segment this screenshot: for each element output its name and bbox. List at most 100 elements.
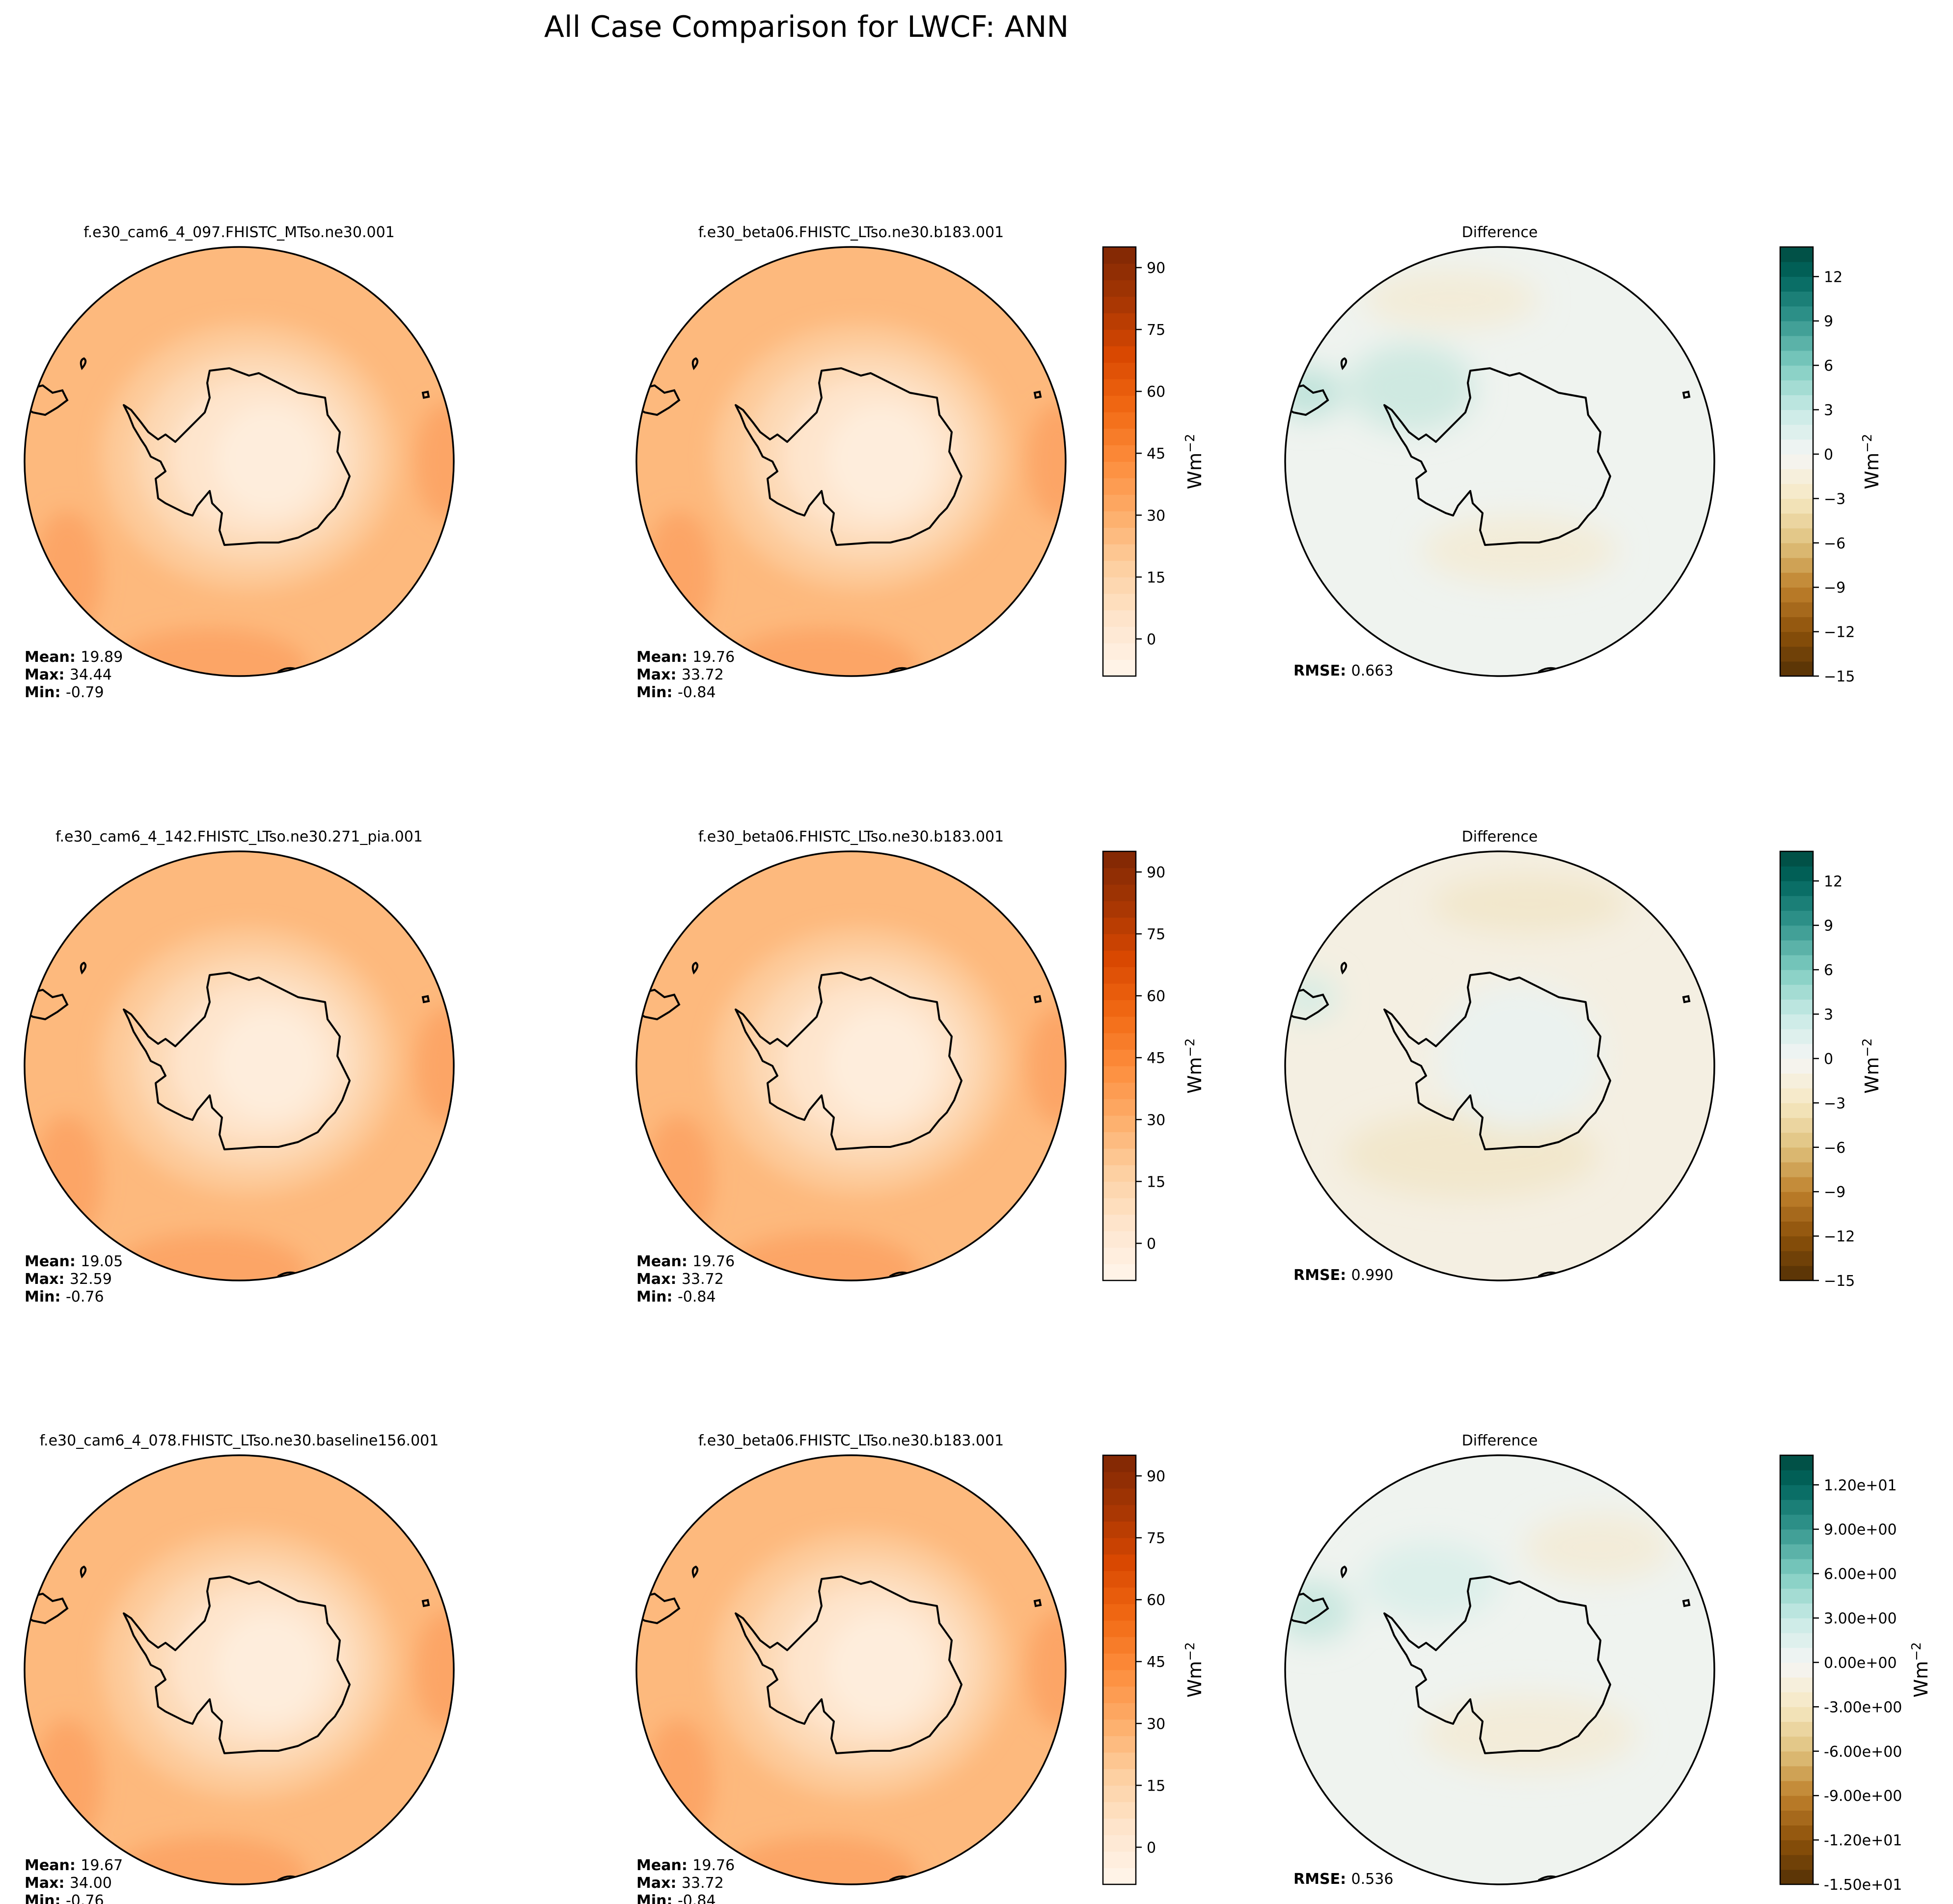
stat-label: Max xyxy=(25,666,58,683)
colorbar-segment xyxy=(1780,262,1813,277)
stat-colon: : xyxy=(682,1857,692,1874)
colorbar-segment xyxy=(1780,424,1813,440)
colorbar-tick-label: 45 xyxy=(1147,445,1165,462)
colorbar-segment xyxy=(1780,409,1813,425)
map-field xyxy=(636,247,1066,676)
colorbar-segment xyxy=(1103,313,1136,330)
stat-label: RMSE xyxy=(1293,662,1340,680)
colorbar-segment xyxy=(1103,1115,1136,1133)
colorbar-frame xyxy=(1779,246,1814,677)
colorbar-tick-label: 75 xyxy=(1147,322,1165,339)
colorbar-segment xyxy=(1780,276,1813,292)
contour-patch xyxy=(1343,1110,1598,1198)
colorbar-segment xyxy=(1780,1117,1813,1133)
colorbar-segment xyxy=(1780,587,1813,602)
island-outline xyxy=(277,1271,299,1280)
contour-patch xyxy=(33,1719,102,1847)
stat-colon: : xyxy=(667,1288,678,1306)
colorbar-segment xyxy=(1780,866,1813,881)
colorbar-segment xyxy=(1103,1033,1136,1050)
colorbar-segment xyxy=(1103,1504,1136,1522)
colorbar-segment xyxy=(1103,1719,1136,1737)
panel-title: f.e30_beta06.FHISTC_LTso.ne30.b183.001 xyxy=(698,1432,1004,1449)
island-outline xyxy=(889,1875,911,1884)
colorbar-tick-label: −9 xyxy=(1824,1184,1845,1201)
colorbar-segment xyxy=(1780,395,1813,410)
colorbar-segment xyxy=(1780,306,1813,322)
colorbar-difference-1: 12 9 6 3 0 −3 −6 −9 −12 −15 Wm−2 xyxy=(1779,246,1883,685)
colorbar-segment xyxy=(1780,1192,1813,1207)
stat-max: Max: 33.72 xyxy=(636,666,724,683)
colorbar-tick-label: 0 xyxy=(1824,446,1833,463)
contour-patch xyxy=(1431,874,1627,933)
colorbar-baseline-2: 0 15 30 45 60 75 90 Wm−2 xyxy=(1102,850,1206,1281)
colorbar-segment xyxy=(1780,1647,1813,1663)
colorbar-segment xyxy=(1780,1514,1813,1530)
colorbar-segment xyxy=(1103,610,1136,627)
colorbar-segment xyxy=(1780,910,1813,926)
map-boundary xyxy=(24,850,455,1281)
stat-label: Min xyxy=(25,1288,55,1306)
contour-patch xyxy=(33,1115,102,1243)
colorbar-segment xyxy=(1103,967,1136,984)
colorbar-label-exponent: −2 xyxy=(1860,1038,1875,1057)
colorbar-segment xyxy=(1780,557,1813,573)
colorbar-label-exponent: −2 xyxy=(1909,1642,1924,1661)
stat-mean: Mean: 19.89 xyxy=(25,649,123,666)
stat-value: 33.72 xyxy=(682,1875,724,1892)
stat-colon: : xyxy=(70,1857,81,1874)
colorbar-tick-label: 3 xyxy=(1824,402,1833,419)
panel-title: f.e30_cam6_4_142.FHISTC_LTso.ne30.271_pi… xyxy=(55,828,423,845)
colorbar-segment xyxy=(1103,934,1136,951)
colorbar-segment xyxy=(1103,1835,1136,1852)
colorbar-label: Wm−2 xyxy=(1860,1038,1883,1094)
colorbar-label-unit: Wm xyxy=(1861,453,1883,490)
colorbar-segment xyxy=(1780,1662,1813,1678)
stat-value: 19.76 xyxy=(692,1253,735,1270)
colorbar-label: Wm−2 xyxy=(1909,1642,1932,1698)
colorbar-tick-label: 90 xyxy=(1147,1468,1165,1485)
contour-patch xyxy=(416,403,454,520)
colorbar-label-unit: Wm xyxy=(1184,453,1206,490)
map-field xyxy=(25,851,454,1280)
colorbar-segment xyxy=(1780,881,1813,897)
colorbar-tick-label: −3 xyxy=(1824,1095,1845,1112)
colorbar-segment xyxy=(1780,999,1813,1015)
colorbar-segment xyxy=(1103,1768,1136,1786)
colorbar-segment xyxy=(1103,1554,1136,1571)
colorbar-segment xyxy=(1780,896,1813,911)
stat-label: Min xyxy=(636,1892,667,1904)
contour-patch xyxy=(215,1613,323,1721)
contour-patch xyxy=(416,1611,454,1729)
stat-min: Min: -0.79 xyxy=(25,684,104,701)
colorbar-label-unit: Wm xyxy=(1184,1057,1206,1094)
island-outline xyxy=(1033,995,1042,1004)
stat-colon: : xyxy=(682,1253,692,1270)
colorbar-segment xyxy=(1780,631,1813,647)
colorbar-segment xyxy=(1780,1221,1813,1237)
colorbar-segment xyxy=(1780,1707,1813,1722)
contour-patch xyxy=(723,1837,920,1884)
colorbar-tick-label: 0.00e+00 xyxy=(1824,1655,1897,1672)
colorbar-segment xyxy=(1780,1558,1813,1574)
contour-patch xyxy=(826,1009,935,1117)
colorbar-tick-label: 45 xyxy=(1147,1050,1165,1067)
colorbar-segment xyxy=(1780,1854,1813,1870)
colorbar-segment xyxy=(1780,350,1813,366)
colorbar-segment xyxy=(1780,617,1813,632)
contour-patch xyxy=(1028,1611,1066,1729)
colorbar-tick-label: 60 xyxy=(1147,988,1165,1005)
stat-value: 0.990 xyxy=(1351,1267,1394,1284)
panel-test-case-3: f.e30_cam6_4_078.FHISTC_LTso.ne30.baseli… xyxy=(24,1432,455,1904)
colorbar-segment xyxy=(1103,1471,1136,1489)
colorbar-segment xyxy=(1103,511,1136,528)
colorbar-frame xyxy=(1102,246,1137,677)
colorbar-segment xyxy=(1780,661,1813,677)
colorbar-segment xyxy=(1780,851,1813,867)
contour-patch xyxy=(1028,403,1066,520)
map-field xyxy=(1285,247,1714,676)
contour-patch xyxy=(111,1233,308,1280)
colorbar-segment xyxy=(1780,1781,1813,1796)
colorbar-tick-label: −12 xyxy=(1824,624,1855,641)
stat-colon: : xyxy=(55,1892,66,1904)
